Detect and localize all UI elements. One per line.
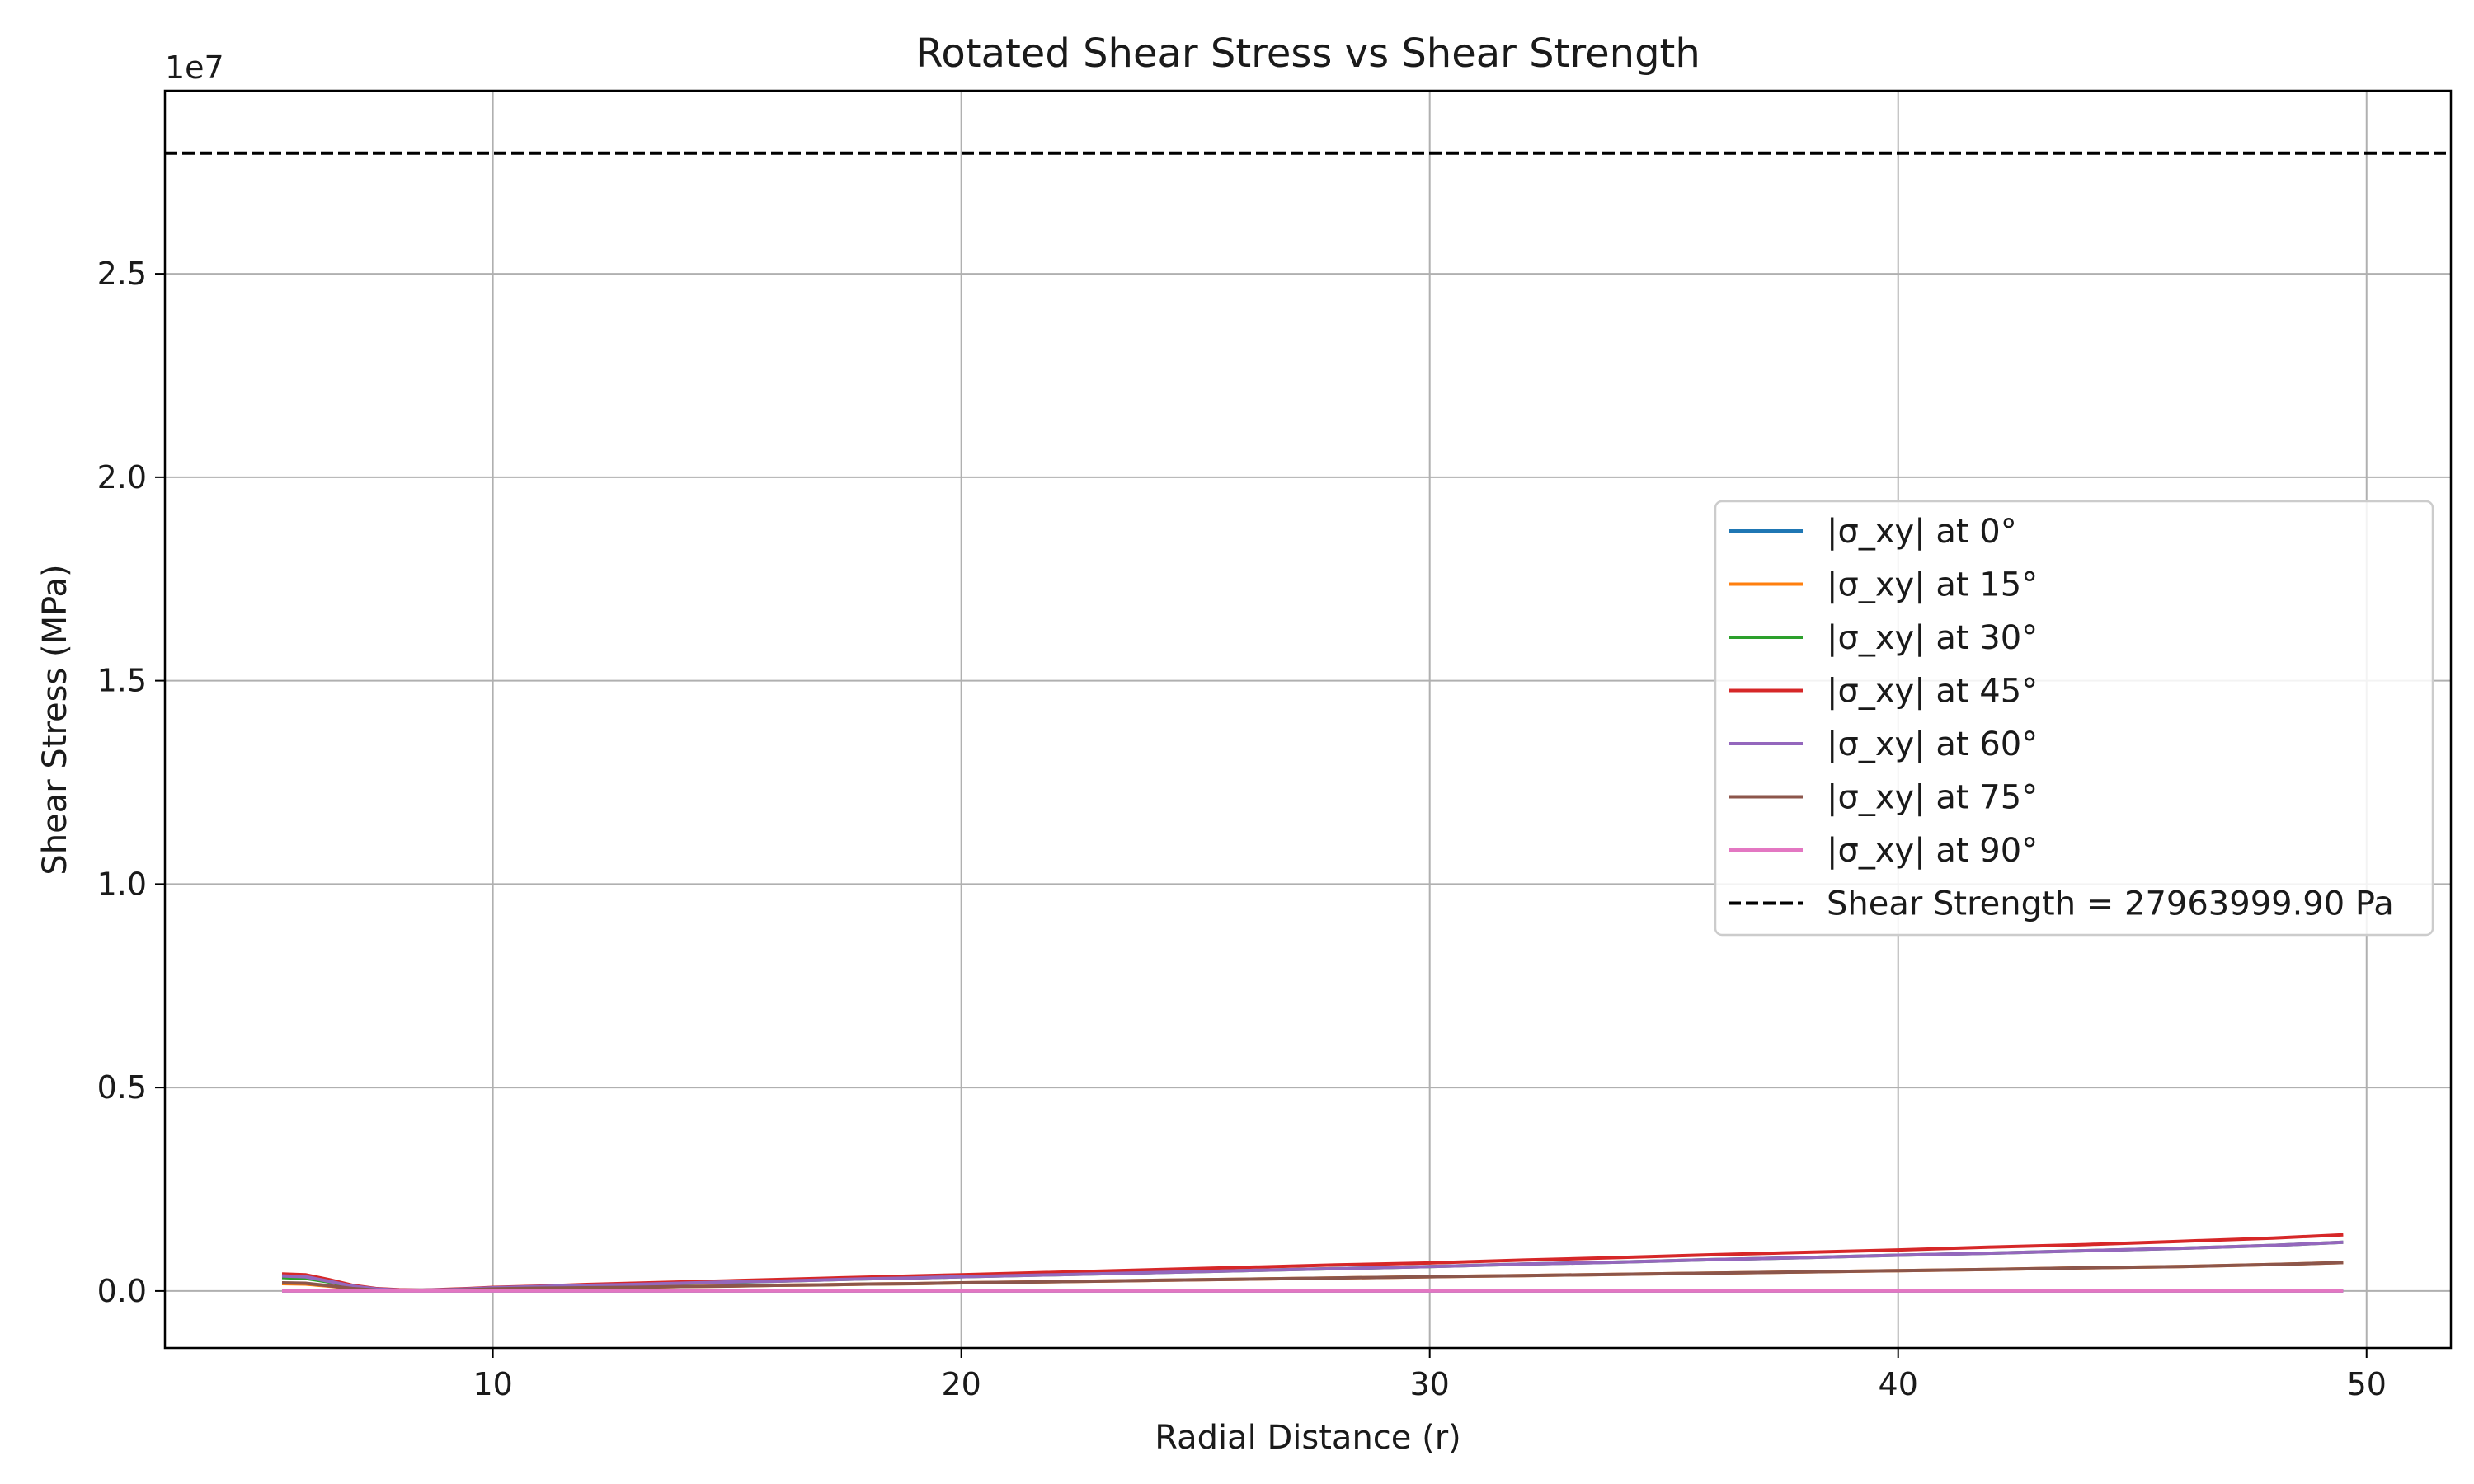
y-tick-label: 0.5 (97, 1069, 147, 1106)
legend-label-1: |σ_xy| at 15° (1827, 566, 2038, 604)
y-tick-label: 1.0 (97, 866, 147, 902)
legend-label-2: |σ_xy| at 30° (1827, 619, 2038, 657)
legend: |σ_xy| at 0° |σ_xy| at 15° |σ_xy| at 30° |σ… (1714, 500, 2434, 937)
x-tick-label: 20 (941, 1366, 981, 1402)
y-tick-label: 2.0 (97, 459, 147, 495)
x-tick-label: 10 (473, 1366, 512, 1402)
series-line-3 (281, 1233, 2344, 1292)
x-tick-label: 50 (2347, 1366, 2387, 1402)
y-axis-label: Shear Stress (MPa) (36, 564, 74, 875)
legend-label-5: |σ_xy| at 75° (1827, 779, 2038, 817)
legend-items: |σ_xy| at 0° |σ_xy| at 15° |σ_xy| at 30° |σ… (1729, 513, 2394, 923)
y-tick-label: 0.0 (97, 1273, 147, 1309)
legend-label-4: |σ_xy| at 60° (1827, 726, 2038, 763)
legend-label-0: |σ_xy| at 0° (1827, 513, 2017, 551)
legend-label-3: |σ_xy| at 45° (1827, 673, 2038, 711)
y-axis-offset-label: 1e7 (165, 49, 224, 86)
legend-label-7: Shear Strength = 27963999.90 Pa (1827, 885, 2394, 923)
y-tick-label: 2.5 (97, 256, 147, 292)
x-axis-ticks: 10 20 30 40 50 (473, 1348, 2387, 1402)
y-tick-label: 1.5 (97, 663, 147, 699)
y-axis-ticks: 0.0 0.5 1.0 1.5 2.0 2.5 (97, 256, 165, 1309)
legend-box (1714, 500, 2434, 937)
x-tick-label: 30 (1410, 1366, 1450, 1402)
legend-label-6: |σ_xy| at 90° (1827, 832, 2038, 870)
plot-area-frame (163, 89, 2453, 1350)
x-tick-label: 40 (1879, 1366, 1918, 1402)
series-layer (281, 1233, 2344, 1293)
chart-title: Rotated Shear Stress vs Shear Strength (915, 31, 1700, 77)
x-axis-label: Radial Distance (r) (1155, 1419, 1461, 1457)
